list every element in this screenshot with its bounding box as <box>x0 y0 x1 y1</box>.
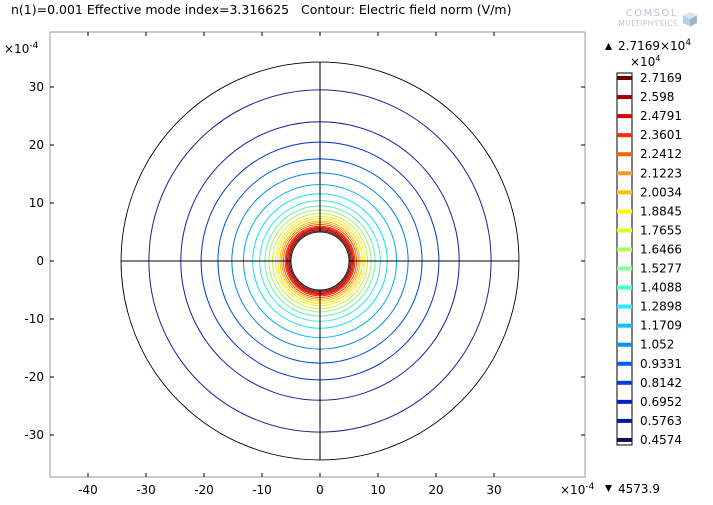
colorbar-swatch <box>617 304 632 309</box>
colorbar-swatch <box>617 266 632 271</box>
y-axis-multiplier: ×10-4 <box>4 41 39 56</box>
plot-layer <box>120 61 520 461</box>
colorbar-swatch <box>617 76 632 80</box>
colorbar-level-label: 2.0034 <box>640 185 682 199</box>
colorbar-swatch <box>617 228 632 233</box>
colorbar-swatch <box>617 437 632 442</box>
logo-text: COMSOL MULTIPHYSICS <box>618 9 678 29</box>
colorbar-level-label: 1.7655 <box>640 223 682 237</box>
colorbar-level-label: 2.598 <box>640 90 674 104</box>
colorbar-swatch <box>617 95 632 100</box>
inner-boundary-circle <box>290 231 350 291</box>
y-tick-label: -10 <box>24 312 44 326</box>
logo-line1: COMSOL <box>625 8 678 19</box>
x-tick-label: 10 <box>370 483 385 497</box>
colorbar-max-label: 2.7169×104 <box>618 38 691 53</box>
colorbar-swatch <box>617 323 632 328</box>
colorbar-swatch <box>617 247 632 252</box>
plot-title: n(1)=0.001 Effective mode index=3.316625… <box>11 2 512 17</box>
y-tick-label: 20 <box>29 138 44 152</box>
colorbar-level-label: 2.1223 <box>640 166 682 180</box>
y-tick-label: 10 <box>29 196 44 210</box>
colorbar-min-label: 4573.9 <box>618 482 660 496</box>
x-tick-label: 0 <box>316 483 324 497</box>
y-tick-label: -30 <box>24 428 44 442</box>
colorbar-level-label: 0.4574 <box>640 433 682 447</box>
comsol-logo: COMSOL MULTIPHYSICS <box>598 9 698 35</box>
x-tick-label: 20 <box>428 483 443 497</box>
colorbar-level-label: 2.7169 <box>640 71 682 85</box>
colorbar-swatch <box>617 361 632 366</box>
colorbar-level-label: 1.8845 <box>640 204 682 218</box>
colorbar-level-label: 2.3601 <box>640 128 682 142</box>
colorbar-frame <box>616 72 633 446</box>
colorbar-swatch <box>617 114 632 119</box>
colorbar-level-label: 1.5277 <box>640 262 682 276</box>
colorbar-swatch <box>617 380 632 385</box>
colorbar-swatch <box>617 399 632 404</box>
colorbar-swatch <box>617 342 632 347</box>
comsol-cube-icon <box>683 12 697 27</box>
colorbar-swatch <box>617 190 632 195</box>
colorbar-swatch <box>617 209 632 214</box>
colorbar-level-label: 2.4791 <box>640 109 682 123</box>
colorbar-swatch <box>617 285 632 290</box>
colorbar-level-label: 2.2412 <box>640 147 682 161</box>
colorbar: 2.7169×104×104 2.7169 2.598 2.4791 2.3601 2.2… <box>605 38 691 496</box>
colorbar-level-label: 1.2898 <box>640 300 682 314</box>
colorbar-swatch <box>617 171 632 176</box>
colorbar-level-label: 1.4088 <box>640 281 682 295</box>
colorbar-level-label: 1.6466 <box>640 242 682 256</box>
logo-line2: MULTIPHYSICS <box>618 19 678 28</box>
y-tick-label: -20 <box>24 370 44 384</box>
x-tick-label: -10 <box>252 483 272 497</box>
x-tick-label: -30 <box>136 483 156 497</box>
x-tick-label: -20 <box>194 483 214 497</box>
colorbar-level-label: 1.1709 <box>640 319 682 333</box>
y-tick-label: 0 <box>36 254 44 268</box>
max-triangle-icon <box>605 43 612 50</box>
x-tick-label: 30 <box>486 483 501 497</box>
colorbar-level-label: 0.5763 <box>640 414 682 428</box>
plot-area <box>49 31 586 478</box>
colorbar-swatch <box>617 152 632 157</box>
colorbar-level-label: 0.9331 <box>640 357 682 371</box>
x-axis-multiplier: ×10-4 <box>560 482 595 497</box>
y-tick-label: 30 <box>29 80 44 94</box>
axis-layer: -40 -30 -20 -10 0 10 20 30 30 20 10 0 -10 -20 -30 <box>24 32 585 497</box>
min-triangle-icon <box>605 485 612 492</box>
colorbar-swatch <box>617 418 632 423</box>
colorbar-level-label: 0.6952 <box>640 395 682 409</box>
x-tick-label: -40 <box>78 483 98 497</box>
colorbar-level-label: 0.8142 <box>640 376 682 390</box>
colorbar-level-label: 1.052 <box>640 338 674 352</box>
colorbar-swatch <box>617 133 632 138</box>
colorbar-multiplier: ×104 <box>630 54 660 69</box>
